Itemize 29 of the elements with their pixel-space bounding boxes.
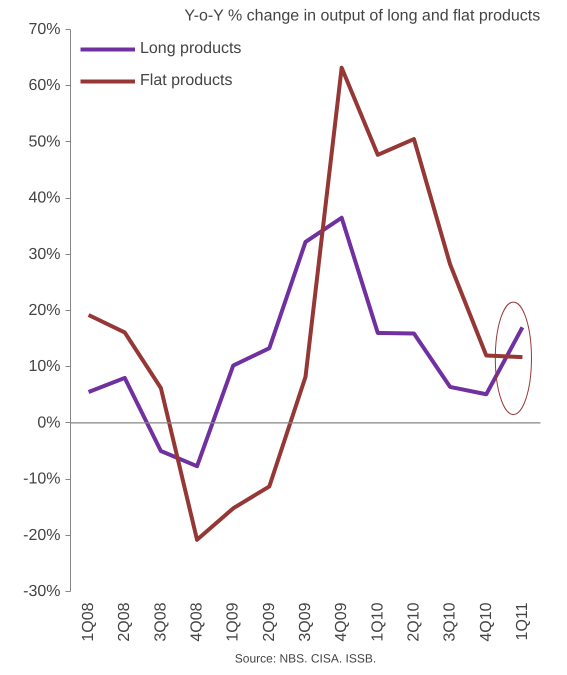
y-tick-label: 40% <box>28 190 61 207</box>
legend-label: Long products <box>140 40 242 58</box>
line-series <box>86 216 524 468</box>
y-tick-label: 0% <box>37 414 60 432</box>
x-tick-label: 4Q10 <box>478 602 495 642</box>
x-tick-label: 2Q10 <box>405 602 422 642</box>
y-tick-label: 70% <box>28 21 61 38</box>
x-tick-label: 1Q11 <box>514 602 531 640</box>
y-tick-label: 60% <box>28 77 61 94</box>
y-tick-label: 50% <box>28 133 61 150</box>
x-tick-label: 3Q09 <box>297 602 314 642</box>
x-tick-label: 2Q09 <box>260 602 278 642</box>
x-tick-label: 3Q10 <box>442 602 459 642</box>
x-tick-label: 2Q08 <box>116 602 134 642</box>
source-note: Source: NBS. CISA. ISSB. <box>234 652 376 666</box>
x-tick-label: 1Q10 <box>369 602 386 642</box>
x-tick-label: 3Q08 <box>152 602 170 642</box>
x-tick-label: 4Q08 <box>188 602 206 642</box>
legend-label: Flat products <box>140 72 232 90</box>
x-tick-label: 4Q09 <box>333 602 350 642</box>
x-tick-label: 1Q09 <box>224 602 242 642</box>
y-tick-label: 20% <box>28 302 61 319</box>
y-tick-label: 30% <box>28 246 61 263</box>
y-tick-label: -10% <box>23 470 61 488</box>
y-tick-label: 10% <box>28 358 61 376</box>
y-tick-label: -20% <box>23 526 61 544</box>
y-tick-label: -30% <box>23 583 61 600</box>
chart-title: Y-o-Y % change in output of long and flat products <box>184 8 540 24</box>
x-tick-label: 1Q08 <box>80 602 98 642</box>
